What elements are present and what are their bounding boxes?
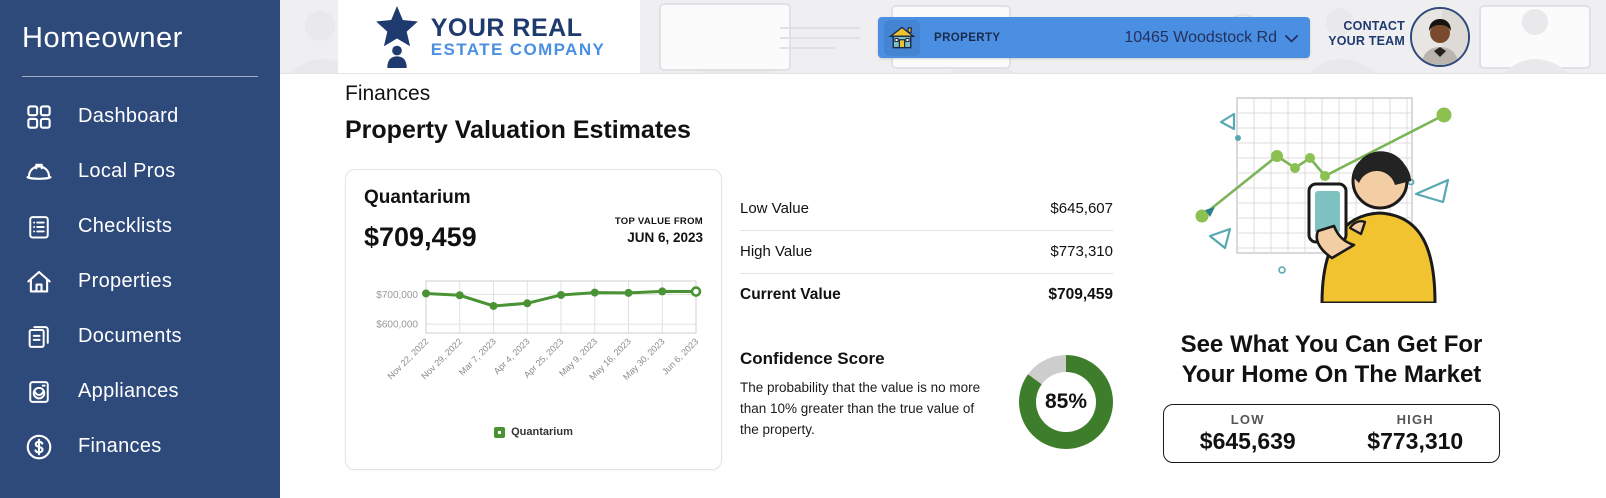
legend-label: Quantarium bbox=[511, 426, 573, 438]
sidebar-item-checklists[interactable]: Checklists bbox=[0, 199, 280, 254]
main-content: Finances Property Valuation Estimates Qu… bbox=[280, 74, 1606, 498]
sidebar-item-label: Dashboard bbox=[78, 105, 179, 127]
confidence-description: The probability that the value is no mor… bbox=[740, 380, 981, 437]
confidence-title: Confidence Score bbox=[740, 349, 885, 368]
sidebar-divider bbox=[22, 76, 258, 77]
property-house-icon bbox=[884, 19, 920, 56]
table-row-high-value: High Value $773,310 bbox=[740, 231, 1113, 274]
top-value-block: TOP VALUE FROM JUN 6, 2023 bbox=[615, 216, 703, 245]
market-low-value: $645,639 bbox=[1199, 428, 1296, 454]
market-heading-line2: Your Home On The Market bbox=[1181, 361, 1482, 388]
market-heading: See What You Can Get For Your Home On Th… bbox=[1163, 330, 1500, 390]
svg-text:Jun 6, 2023: Jun 6, 2023 bbox=[660, 336, 700, 376]
house-icon bbox=[22, 267, 56, 297]
sidebar-item-label: Checklists bbox=[78, 215, 173, 237]
market-range-box: LOW $645,639 HIGH $773,310 bbox=[1163, 404, 1500, 463]
legend-swatch-icon bbox=[494, 426, 506, 438]
row-value: $645,607 bbox=[1050, 200, 1113, 217]
header-banner: YOUR REAL ESTATE COMPANY PROPERTY 10465 … bbox=[280, 0, 1606, 74]
dollar-icon bbox=[22, 432, 56, 462]
row-value: $709,459 bbox=[1048, 286, 1113, 303]
market-high-label: HIGH bbox=[1396, 412, 1434, 427]
table-row-current-value: Current Value $709,459 bbox=[740, 274, 1113, 317]
documents-icon bbox=[22, 323, 56, 351]
avatar-photo bbox=[1412, 9, 1468, 65]
valuation-amount: $709,459 bbox=[364, 222, 477, 252]
logo-text: YOUR REAL ESTATE COMPANY bbox=[430, 13, 606, 60]
valuation-provider: Quantarium bbox=[364, 187, 471, 208]
sidebar-item-documents[interactable]: Documents bbox=[0, 309, 280, 364]
sidebar-item-label: Local Pros bbox=[78, 160, 176, 182]
svg-text:$600,000: $600,000 bbox=[376, 320, 418, 331]
top-value-label: TOP VALUE FROM bbox=[614, 216, 703, 227]
values-column: Low Value $645,607 High Value $773,310 C… bbox=[740, 188, 1113, 449]
sidebar: Homeowner Dashboard Local Pros Checklist… bbox=[0, 0, 280, 498]
contact-line1: CONTACT bbox=[1343, 19, 1405, 33]
market-panel: See What You Can Get For Your Home On Th… bbox=[1163, 74, 1500, 498]
property-address-value: 10465 Woodstock Rd bbox=[1124, 28, 1277, 46]
property-selector[interactable]: PROPERTY 10465 Woodstock Rd bbox=[878, 17, 1310, 58]
property-label: PROPERTY bbox=[934, 31, 1001, 44]
market-high: HIGH $773,310 bbox=[1332, 412, 1500, 455]
app-title: Homeowner bbox=[22, 22, 183, 54]
star-logo-icon bbox=[375, 5, 418, 69]
valuation-card: Quantarium $709,459 TOP VALUE FROM JUN 6… bbox=[345, 169, 722, 470]
svg-text:$700,000: $700,000 bbox=[376, 290, 418, 301]
hard-hat-icon bbox=[22, 157, 56, 187]
market-illustration bbox=[1195, 97, 1451, 303]
contact-line2: YOUR TEAM bbox=[1328, 33, 1405, 48]
confidence-donut: 85% bbox=[1019, 355, 1113, 449]
row-label: High Value bbox=[740, 243, 813, 260]
sidebar-item-properties[interactable]: Properties bbox=[0, 254, 280, 309]
chevron-down-icon bbox=[1285, 35, 1298, 43]
chart-legend: Quantarium bbox=[364, 426, 703, 438]
sidebar-item-finances[interactable]: Finances bbox=[0, 419, 280, 474]
sidebar-item-label: Appliances bbox=[78, 380, 179, 402]
sidebar-item-local-pros[interactable]: Local Pros bbox=[0, 144, 280, 199]
confidence-section: Confidence Score The probability that th… bbox=[740, 349, 1113, 449]
top-value-date: JUN 6, 2023 bbox=[627, 230, 703, 245]
page-title: Property Valuation Estimates bbox=[345, 116, 691, 144]
contact-your-team-button[interactable]: CONTACT YOUR TEAM bbox=[1250, 19, 1405, 49]
logo-line2: ESTATE COMPANY bbox=[430, 39, 606, 59]
sidebar-item-appliances[interactable]: Appliances bbox=[0, 364, 280, 419]
logo-line1: YOUR REAL bbox=[430, 13, 583, 42]
sidebar-item-label: Finances bbox=[78, 435, 162, 457]
row-value: $773,310 bbox=[1050, 243, 1113, 260]
logo-link[interactable]: YOUR REAL ESTATE COMPANY bbox=[338, 0, 640, 73]
avatar[interactable] bbox=[1410, 7, 1470, 67]
table-row-low-value: Low Value $645,607 bbox=[740, 188, 1113, 231]
washer-icon bbox=[22, 378, 56, 406]
row-label: Current Value bbox=[740, 286, 841, 303]
market-heading-line1: See What You Can Get For bbox=[1180, 331, 1483, 358]
sidebar-item-label: Properties bbox=[78, 270, 173, 292]
sidebar-item-label: Documents bbox=[78, 325, 182, 347]
chart-wrap: $700,000 $600,000 Nov 22, 2022 Nov 29, 2022… bbox=[364, 269, 703, 424]
row-label: Low Value bbox=[740, 200, 809, 217]
sidebar-item-dashboard[interactable]: Dashboard bbox=[0, 89, 280, 144]
checklist-icon bbox=[22, 213, 56, 241]
breadcrumb: Finances bbox=[345, 82, 431, 105]
market-low-label: LOW bbox=[1230, 412, 1265, 427]
confidence-percent: 85% bbox=[1044, 390, 1088, 413]
market-low: LOW $645,639 bbox=[1164, 412, 1332, 455]
market-high-value: $773,310 bbox=[1367, 428, 1464, 454]
dashboard-icon bbox=[22, 102, 56, 132]
